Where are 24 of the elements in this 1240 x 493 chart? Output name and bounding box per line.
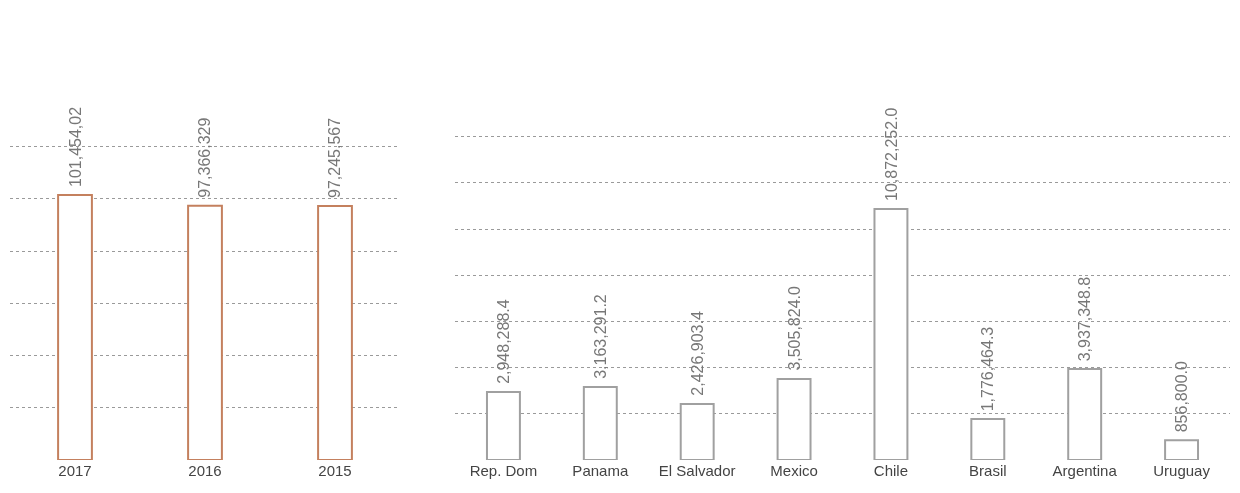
- bar: [1164, 439, 1200, 460]
- data-label: 2,948,288.4: [495, 299, 513, 384]
- data-label: 97,366,329: [196, 117, 214, 198]
- x-tick-label: El Salvador: [658, 462, 736, 479]
- x-tick-label: 2016: [188, 462, 222, 479]
- data-label: 3,937,348.8: [1076, 276, 1094, 362]
- data-label: 2,426,903.4: [688, 311, 706, 396]
- x-tick-label: Rep. Dom: [469, 462, 538, 479]
- bar: [970, 417, 1006, 460]
- x-tick-label: Mexico: [770, 462, 818, 479]
- data-label: 101,454,02: [67, 106, 84, 187]
- x-tick-label: Uruguay: [1153, 462, 1211, 479]
- data-label: 10,872,252.0: [882, 107, 900, 201]
- x-tick-label: 2017: [58, 462, 92, 479]
- data-label: 97,245,567: [326, 117, 344, 198]
- data-label: 3,163,291.2: [591, 294, 609, 379]
- x-tick-label: 2015: [318, 462, 352, 479]
- x-tick-label: Chile: [873, 462, 909, 479]
- data-label: 1,776,464.3: [979, 326, 997, 412]
- data-label: 856,800.0: [1172, 361, 1190, 433]
- x-tick-label: Brasil: [969, 462, 1007, 479]
- x-tick-label: Argentina: [1052, 462, 1118, 479]
- x-tick-label: Panama: [572, 462, 629, 479]
- data-label: 3,505,824.0: [785, 285, 803, 371]
